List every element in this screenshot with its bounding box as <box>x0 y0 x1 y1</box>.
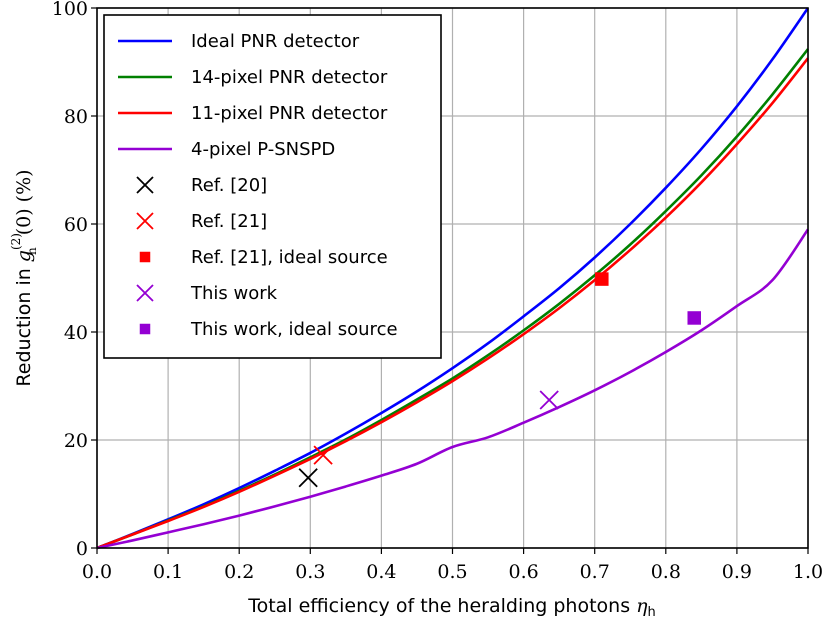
x-tick-label: 0.7 <box>580 561 610 583</box>
legend-box <box>103 14 442 359</box>
legend-label: 14-pixel PNR detector <box>191 67 388 88</box>
legend: Ideal PNR detector 14-pixel PNR detector 1… <box>103 14 442 359</box>
x-tick-label: 1.0 <box>793 561 823 583</box>
y-tick-label: 60 <box>64 214 88 236</box>
data-markers <box>298 272 701 488</box>
y-tick-label: 100 <box>52 0 88 20</box>
y-tick-label: 40 <box>64 322 88 344</box>
x-axis-label: Total efficiency of the heralding photon… <box>247 595 656 619</box>
y-tick-label: 80 <box>64 106 88 128</box>
x-tick-label: 0.4 <box>366 561 396 583</box>
data-curves <box>96 7 810 550</box>
x-tick-label: 0.0 <box>82 561 112 583</box>
x-marker-icon <box>136 212 154 230</box>
square-marker-icon <box>139 251 151 263</box>
x-marker-icon <box>136 176 154 194</box>
series-line <box>96 57 810 550</box>
series-line <box>96 228 810 550</box>
legend-label: Ref. [21] <box>191 211 267 232</box>
series-line <box>96 7 810 550</box>
y-tick-label: 0 <box>76 538 88 560</box>
x-marker-icon <box>313 445 333 465</box>
legend-label: Ref. [21], ideal source <box>191 247 388 268</box>
legend-label: This work, ideal source <box>190 319 398 340</box>
x-tick-label: 0.6 <box>508 561 538 583</box>
x-tick-label: 0.2 <box>224 561 254 583</box>
legend-label: Ref. [20] <box>191 175 267 196</box>
x-marker-icon <box>298 468 318 488</box>
legend-label: This work <box>190 283 278 304</box>
legend-label: 11-pixel PNR detector <box>191 103 388 124</box>
axis-ticks: 0.0 0.1 0.2 0.3 0.4 0.5 0.6 0.7 0.8 0.9 1.0 0 20 40 60… <box>52 0 823 583</box>
x-marker-icon <box>136 284 154 302</box>
x-tick-label: 0.1 <box>153 561 183 583</box>
y-axis-label: Reduction in g(2)h(0) (%) <box>9 169 39 386</box>
x-tick-label: 0.3 <box>295 561 325 583</box>
y-tick-label: 20 <box>64 430 88 452</box>
square-marker-icon <box>595 272 609 286</box>
x-tick-label: 0.8 <box>651 561 681 583</box>
square-marker-icon <box>687 311 701 325</box>
x-tick-label: 0.5 <box>437 561 467 583</box>
square-marker-icon <box>139 323 151 335</box>
x-marker-icon <box>539 390 559 410</box>
legend-label: Ideal PNR detector <box>191 31 360 52</box>
legend-label: 4-pixel P-SNSPD <box>191 139 335 160</box>
x-tick-label: 0.9 <box>722 561 752 583</box>
